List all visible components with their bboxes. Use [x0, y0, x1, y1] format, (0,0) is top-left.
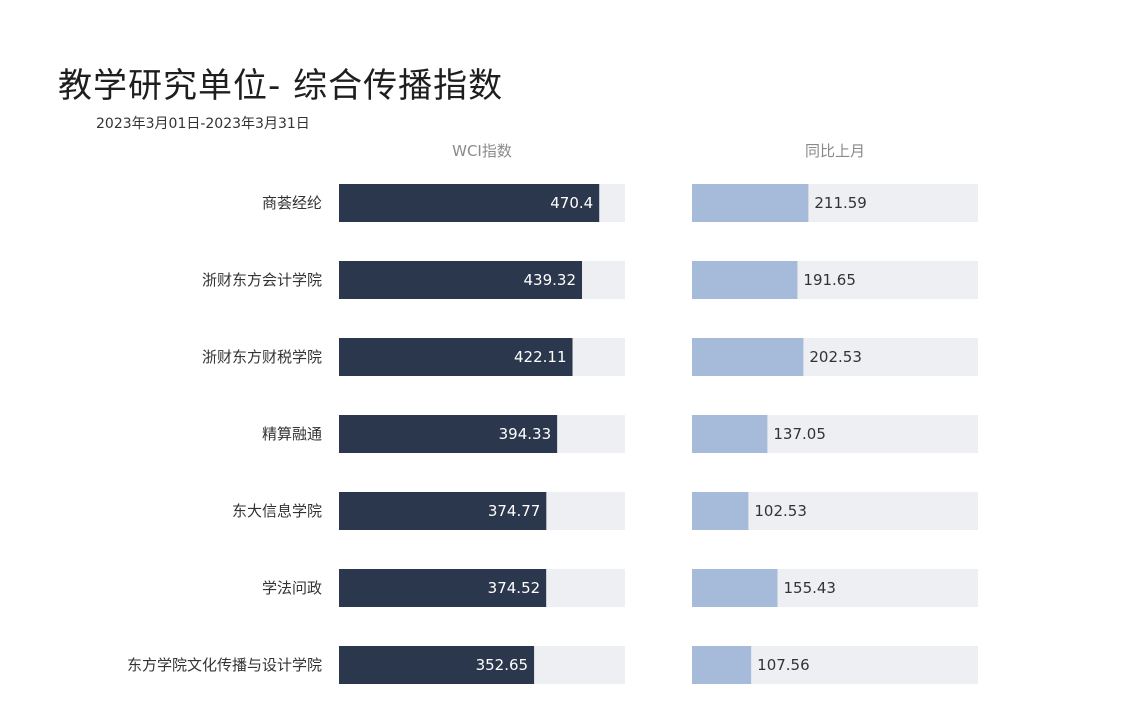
date-range: 2023年3月01日-2023年3月31日	[96, 116, 310, 132]
wci-bar	[339, 261, 583, 299]
wci-bar	[339, 338, 573, 376]
wci-value-label: 394.33	[499, 425, 552, 443]
wci-bar	[339, 569, 547, 607]
category-label: 商荟经纶	[262, 194, 322, 212]
category-label: 浙财东方会计学院	[202, 271, 322, 289]
category-label: 精算融通	[262, 425, 322, 443]
mom-value-label: 102.53	[754, 502, 807, 520]
mom-bar	[692, 646, 752, 684]
wci-value-label: 352.65	[476, 656, 529, 674]
mom-value-label: 191.65	[803, 271, 856, 289]
wci-column-header: WCI指数	[452, 142, 512, 160]
mom-value-label: 107.56	[757, 656, 810, 674]
wci-bar	[339, 646, 535, 684]
mom-value-label: 211.59	[814, 194, 867, 212]
mom-bar	[692, 184, 809, 222]
mom-value-label: 202.53	[809, 348, 862, 366]
mom-bar	[692, 492, 749, 530]
wci-bar	[339, 184, 600, 222]
mom-column-header: 同比上月	[804, 142, 865, 160]
category-label: 东大信息学院	[232, 502, 322, 520]
wci-value-label: 439.32	[524, 271, 577, 289]
mom-bar	[692, 415, 768, 453]
mom-bar	[692, 261, 798, 299]
mom-bar	[692, 338, 804, 376]
chart-title: 教学研究单位- 综合传播指数	[58, 66, 504, 106]
wci-value-label: 374.52	[488, 579, 541, 597]
wci-value-label: 422.11	[514, 348, 567, 366]
mom-value-label: 155.43	[783, 579, 836, 597]
category-label: 浙财东方财税学院	[202, 348, 322, 366]
wci-bar	[339, 415, 558, 453]
wci-value-label: 374.77	[488, 502, 541, 520]
category-label: 学法问政	[262, 579, 322, 597]
wci-bar	[339, 492, 547, 530]
mom-bar	[692, 569, 778, 607]
wci-value-label: 470.4	[550, 194, 593, 212]
mom-value-label: 137.05	[773, 425, 826, 443]
category-label: 东方学院文化传播与设计学院	[127, 656, 322, 674]
